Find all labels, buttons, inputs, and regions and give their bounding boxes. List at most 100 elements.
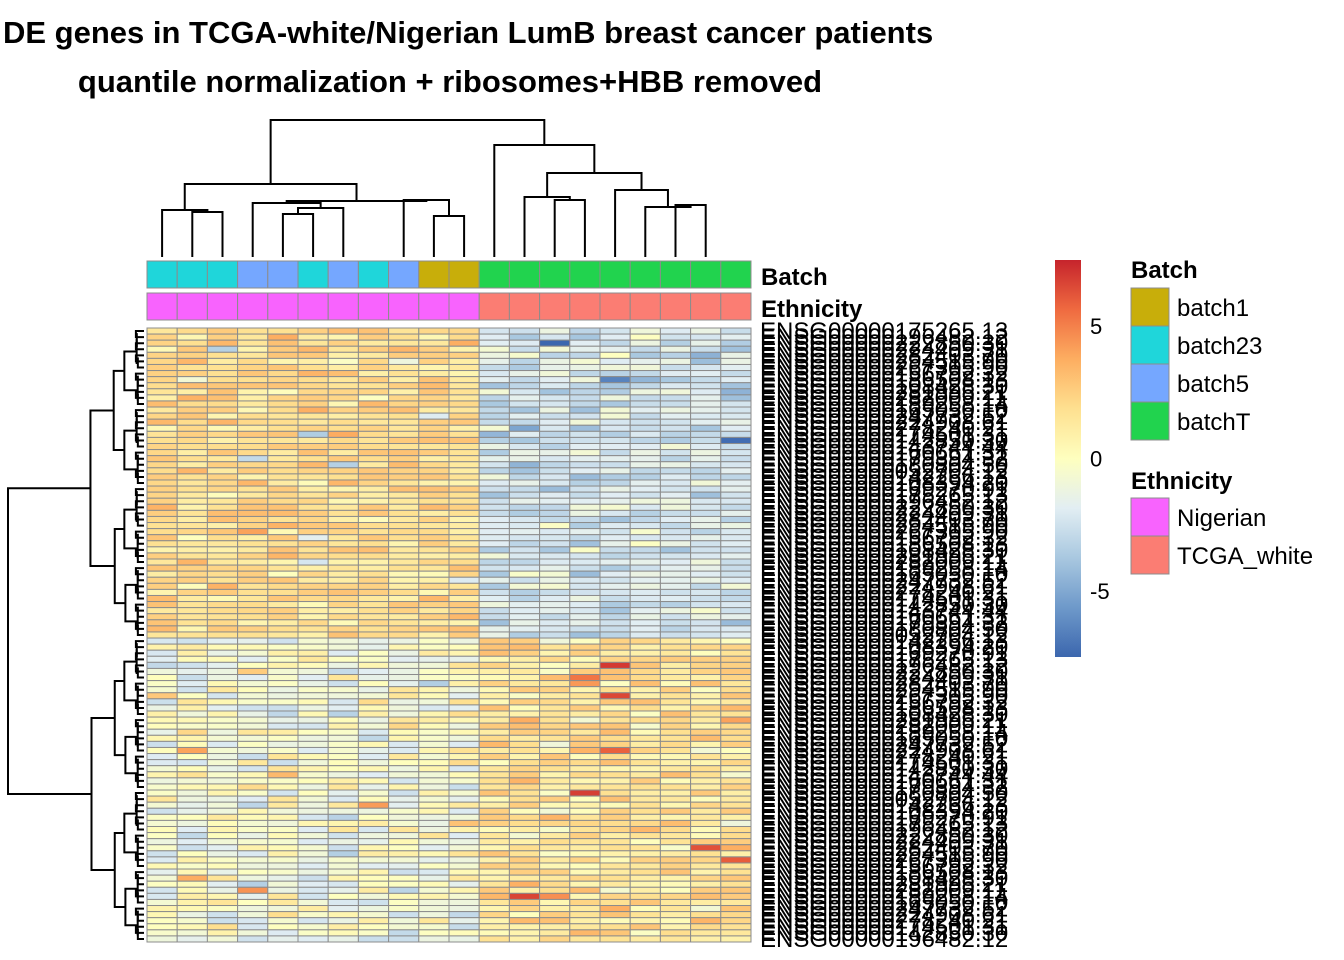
heatmap-cell [478,649,510,657]
heatmap-cell [478,813,510,821]
row-label: ENSG00000169270.91 [760,640,1008,667]
heatmap-cell [508,345,541,353]
heatmap-cell [267,376,299,384]
heatmap-cell [539,370,571,378]
heatmap-cell [599,601,631,609]
heatmap-cell [297,436,329,445]
heatmap-cell [418,491,450,499]
heatmap-cell [206,807,239,815]
heatmap-cell [327,443,359,451]
heatmap-cell [206,497,239,505]
heatmap-cell [629,345,661,353]
heatmap-cell [388,607,420,615]
heatmap-cell [176,509,208,517]
heatmap-cell [569,813,601,821]
heatmap-cell [357,692,390,700]
heatmap-cell [146,880,178,888]
heatmap-cell [659,436,692,445]
heatmap-cell [267,771,299,779]
heatmap-cell [599,370,631,378]
heatmap-cell [267,728,299,736]
heatmap-cell [539,351,571,359]
heatmap-cell [629,406,661,414]
heatmap-cell [237,795,269,803]
heatmap-cell [720,740,752,748]
heatmap-cell [418,625,450,633]
heatmap-cell [629,771,661,779]
heatmap-cell [690,473,722,481]
heatmap-cell [357,546,390,554]
heatmap-cell [599,680,631,688]
heatmap-cell [448,789,480,797]
heatmap-cell [720,643,752,651]
heatmap-cell [388,449,420,457]
heatmap-cell [388,461,420,469]
heatmap-cell [539,728,571,736]
row-dendrogram [7,330,144,940]
legend-swatch [1130,363,1170,403]
heatmap-cell [629,576,661,584]
heatmap-cell [297,832,329,840]
heatmap-cell [569,637,601,645]
heatmap-cell [297,649,329,657]
heatmap-cell [599,856,631,864]
heatmap-cell [508,382,541,390]
heatmap-cell [659,382,692,390]
heatmap-cell [418,339,450,347]
heatmap-cell [327,844,359,852]
ethnicity-cell [629,292,661,321]
heatmap-cell [418,430,450,438]
heatmap-cell [237,436,269,445]
heatmap-cell [297,607,329,615]
heatmap-cell [659,528,692,536]
heatmap-cell [659,564,692,572]
heatmap-cell [146,613,178,621]
heatmap-cell [327,546,359,554]
heatmap-cell [478,637,510,645]
heatmap-cell [237,588,269,596]
heatmap-cell [327,813,359,821]
batch-cell [539,260,571,289]
heatmap-cell [297,923,329,931]
heatmap-cell [599,698,631,706]
heatmap-cell [146,692,178,700]
heatmap-cell [478,333,510,341]
heatmap-cell [659,503,692,511]
heatmap-cell [418,923,450,931]
heatmap-cell [357,333,390,341]
batch-annotation-label: Batch [761,264,828,291]
heatmap-cell [478,601,510,609]
heatmap-cell [297,874,329,882]
heatmap-cell [176,424,208,432]
heatmap-cell [176,485,208,493]
heatmap-cell [448,686,480,694]
heatmap-cell [176,868,208,876]
heatmap-cell [176,449,208,457]
heatmap-cell [418,449,450,457]
dendrogram-branch [281,213,315,257]
heatmap-cell [539,631,571,639]
heatmap-cell [508,394,541,402]
heatmap-cell [690,522,722,530]
heatmap-cell [176,832,208,840]
heatmap-cell [297,625,329,633]
heatmap-cell [297,734,329,742]
heatmap-cell [267,370,299,378]
heatmap-cell [478,357,510,365]
heatmap-cell [690,400,722,408]
heatmap-cell [327,497,359,505]
heatmap-cell [418,832,450,840]
heatmap-cell [388,728,420,736]
heatmap-cell [508,728,541,736]
heatmap-cell [176,680,208,688]
heatmap-cell [297,911,329,919]
heatmap-cell [237,400,269,408]
heatmap-cell [508,412,541,420]
heatmap-cell [237,625,269,633]
heatmap-cell [297,594,329,603]
heatmap-cell [267,704,299,712]
heatmap-cell [599,661,631,669]
heatmap-cell [176,479,208,487]
heatmap-cell [418,886,450,894]
heatmap-cell [418,327,450,335]
